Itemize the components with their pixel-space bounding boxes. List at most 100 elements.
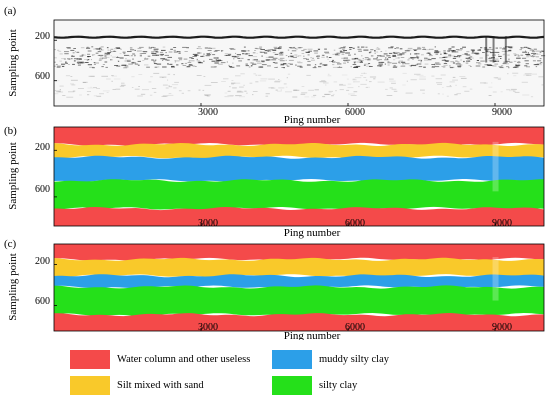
echo-speckle	[392, 54, 396, 56]
echo-speckle	[233, 57, 239, 58]
echo-speckle	[122, 64, 127, 66]
echo-faint	[347, 87, 354, 89]
echo-speckle	[169, 63, 173, 65]
echo-speckle	[194, 55, 197, 56]
echo-faint	[79, 94, 82, 96]
echo-speckle	[200, 55, 203, 57]
echo-speckle	[252, 52, 256, 54]
echo-faint	[142, 89, 149, 91]
echo-speckle	[314, 64, 317, 66]
echo-faint	[373, 78, 376, 80]
echo-speckle	[453, 56, 459, 58]
echo-faint	[115, 88, 121, 90]
echo-speckle	[286, 64, 288, 66]
echo-speckle	[414, 49, 417, 51]
echo-faint	[389, 87, 393, 89]
echo-speckle	[417, 46, 421, 48]
echo-speckle	[529, 48, 533, 50]
echo-speckle	[343, 59, 348, 61]
echo-faint	[360, 75, 363, 77]
echo-speckle	[226, 61, 228, 63]
echo-speckle	[162, 66, 167, 68]
echo-faint	[169, 86, 173, 88]
echo-speckle	[376, 47, 379, 49]
echo-faint	[59, 89, 61, 90]
echo-faint	[365, 87, 368, 88]
echo-speckle	[364, 59, 370, 61]
echo-speckle	[325, 52, 330, 54]
echo-faint	[149, 94, 153, 96]
echo-speckle	[124, 60, 129, 62]
echo-speckle	[506, 63, 510, 65]
echo-faint	[436, 82, 443, 84]
echo-speckle	[508, 49, 512, 51]
echo-speckle	[114, 65, 118, 66]
echo-faint	[456, 93, 461, 95]
layer-c-0	[54, 244, 544, 261]
echo-speckle	[475, 53, 479, 55]
echo-faint	[253, 73, 256, 75]
echo-speckle	[71, 55, 75, 57]
echo-speckle	[533, 54, 536, 56]
echo-speckle	[126, 59, 131, 61]
echo-speckle	[288, 47, 292, 49]
echo-speckle	[354, 53, 356, 55]
echo-speckle	[279, 54, 284, 56]
echo-faint	[437, 93, 440, 95]
echo-speckle	[410, 57, 414, 58]
echo-speckle	[173, 49, 176, 51]
echo-faint	[406, 80, 408, 82]
artefact-c	[492, 257, 499, 301]
echo-speckle	[475, 65, 481, 67]
echo-speckle	[57, 49, 60, 51]
echo-speckle	[343, 57, 348, 59]
echo-faint	[462, 86, 467, 88]
echo-speckle	[412, 49, 418, 51]
echo-speckle	[445, 60, 449, 62]
panel-label-c: (c)	[4, 238, 17, 250]
echo-speckle	[54, 65, 56, 67]
echo-speckle	[100, 48, 102, 50]
echo-faint	[493, 77, 499, 79]
echo-faint	[121, 84, 126, 86]
echo-speckle	[297, 65, 302, 67]
echo-speckle	[357, 46, 360, 48]
echo-speckle	[280, 63, 285, 65]
echo-speckle	[414, 53, 417, 55]
echo-speckle	[500, 58, 502, 59]
echo-speckle	[489, 60, 492, 62]
echo-speckle	[151, 51, 154, 53]
echo-speckle	[117, 56, 119, 58]
echo-speckle	[388, 57, 391, 58]
echo-faint	[353, 81, 355, 83]
echo-speckle	[424, 59, 428, 61]
echo-speckle	[312, 57, 314, 59]
echo-faint	[497, 78, 501, 80]
echo-speckle	[520, 54, 524, 56]
echo-speckle	[434, 51, 439, 53]
echo-speckle	[455, 51, 459, 53]
legend-label-water: Water column and other useless	[117, 354, 251, 365]
echo-speckle	[110, 51, 113, 53]
echo-speckle	[414, 57, 418, 59]
echo-faint	[332, 93, 335, 95]
echo-faint	[265, 95, 269, 97]
echo-speckle	[232, 62, 234, 64]
echo-speckle	[274, 53, 279, 55]
echo-speckle	[357, 48, 362, 50]
echo-speckle	[358, 59, 362, 61]
echo-speckle	[398, 60, 404, 62]
echo-speckle	[106, 54, 110, 56]
echo-speckle	[215, 50, 220, 51]
echo-speckle	[247, 59, 250, 61]
echo-speckle	[487, 65, 492, 66]
echo-speckle	[505, 50, 509, 52]
echo-faint	[308, 89, 314, 91]
echo-speckle	[457, 65, 462, 67]
echo-speckle	[73, 60, 76, 62]
echo-speckle	[526, 54, 530, 56]
echo-speckle	[228, 66, 233, 67]
echo-speckle	[383, 53, 388, 55]
echo-faint	[162, 95, 169, 97]
echo-speckle	[500, 65, 504, 67]
